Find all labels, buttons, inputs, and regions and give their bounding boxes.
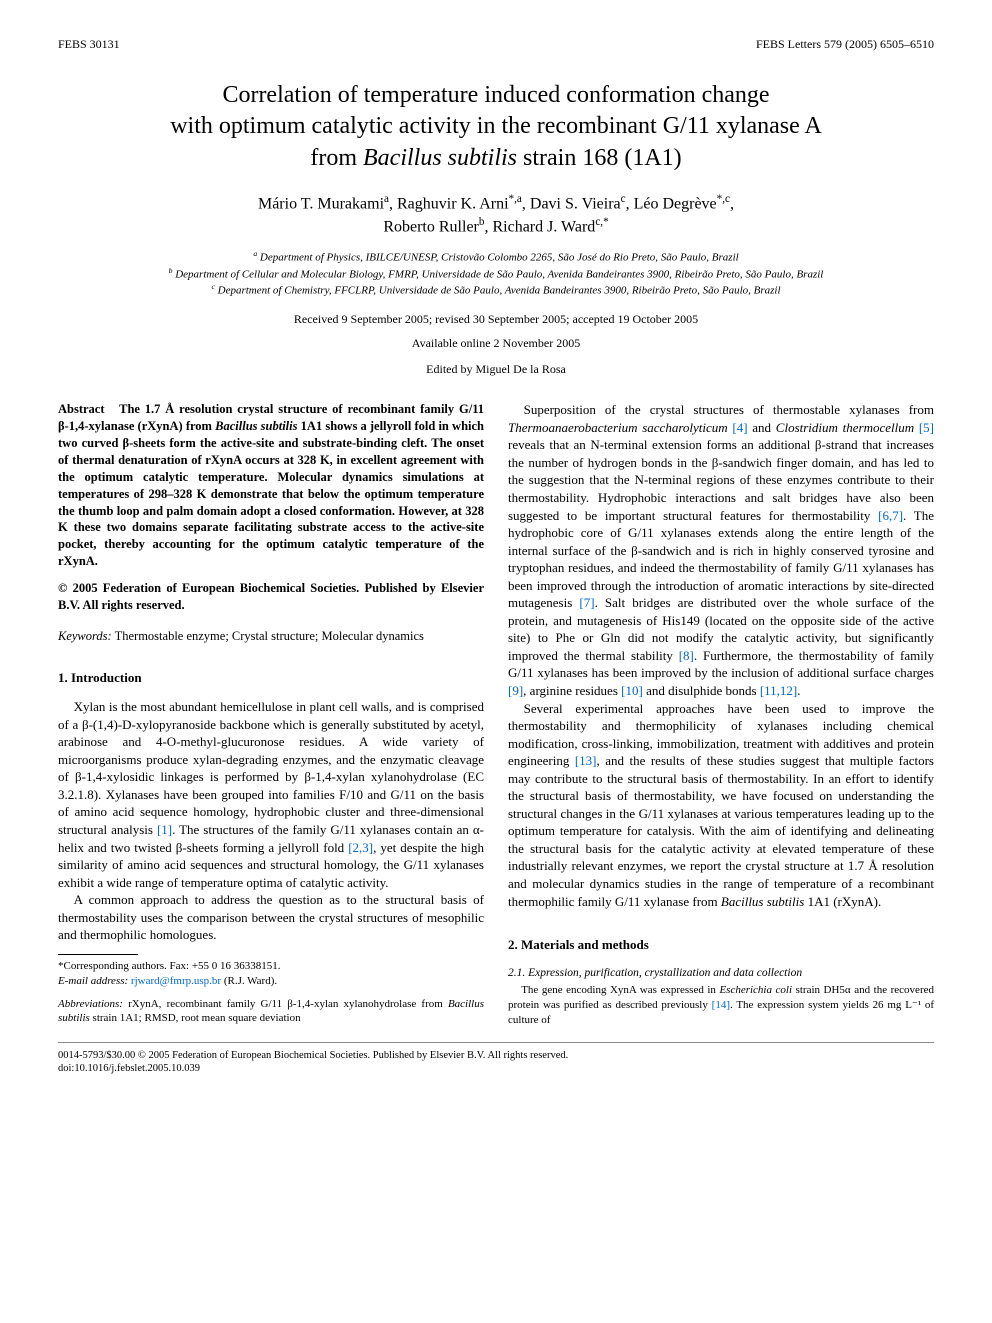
- affiliation-a: Department of Physics, IBILCE/UNESP, Cri…: [260, 252, 739, 264]
- methods-body: The gene encoding XynA was expressed in …: [508, 983, 934, 1028]
- title-line-1: Correlation of temperature induced confo…: [222, 82, 769, 108]
- abstract-body: The 1.7 Å resolution crystal structure o…: [58, 402, 484, 568]
- ref-link[interactable]: [7]: [579, 595, 594, 610]
- affiliation-b: Department of Cellular and Molecular Bio…: [175, 268, 823, 280]
- title-line-3-italic: Bacillus subtilis: [363, 145, 517, 171]
- corresponding-author: *Corresponding authors. Fax: +55 0 16 36…: [58, 959, 484, 974]
- author-3: Davi S. Vieira: [530, 195, 621, 212]
- affiliation-c: Department of Chemistry, FFCLRP, Univers…: [218, 285, 781, 297]
- abstract-label: Abstract: [58, 402, 105, 416]
- section-1-heading: 1. Introduction: [58, 669, 484, 687]
- author-5: Roberto Ruller: [383, 219, 479, 236]
- section-2-heading: 2. Materials and methods: [508, 936, 934, 954]
- ref-link[interactable]: [10]: [621, 683, 643, 698]
- header-left: FEBS 30131: [58, 36, 120, 52]
- section-2-1-heading: 2.1. Expression, purification, crystalli…: [508, 966, 934, 982]
- intro-body-col2: Superposition of the crystal structures …: [508, 401, 934, 910]
- email-link[interactable]: rjward@fmrp.usp.br: [131, 975, 221, 987]
- article-dates: Received 9 September 2005; revised 30 Se…: [58, 311, 934, 327]
- keywords-label: Keywords:: [58, 629, 112, 643]
- ref-link[interactable]: [9]: [508, 683, 523, 698]
- two-column-body: Abstract The 1.7 Å resolution crystal st…: [58, 401, 934, 1027]
- author-1-sup: a: [384, 193, 389, 205]
- footer-doi: doi:10.1016/j.febslet.2005.10.039: [58, 1062, 934, 1076]
- author-2-sup: *,a: [509, 193, 522, 205]
- ref-link[interactable]: [1]: [157, 822, 172, 837]
- footnotes: *Corresponding authors. Fax: +55 0 16 36…: [58, 954, 484, 1026]
- footer: 0014-5793/$30.00 © 2005 Federation of Eu…: [58, 1042, 934, 1076]
- affiliations: a Department of Physics, IBILCE/UNESP, C…: [58, 249, 934, 299]
- header-right: FEBS Letters 579 (2005) 6505–6510: [756, 36, 934, 52]
- author-4: Léo Degrève: [634, 195, 717, 212]
- intro-p2: A common approach to address the questio…: [58, 891, 484, 944]
- ref-link[interactable]: [11,12]: [760, 683, 797, 698]
- intro-p4-text: Several experimental approaches have bee…: [508, 701, 934, 909]
- ref-link[interactable]: [5]: [919, 420, 934, 435]
- footnote-rule: [58, 954, 138, 955]
- author-list: Mário T. Murakamia, Raghuvir K. Arni*,a,…: [58, 192, 934, 239]
- methods-p1: The gene encoding XynA was expressed in …: [508, 983, 934, 1028]
- intro-body: Xylan is the most abundant hemicellulose…: [58, 698, 484, 944]
- email-name: (R.J. Ward).: [224, 975, 277, 987]
- ref-link[interactable]: [14]: [712, 999, 730, 1011]
- abbrev-label: Abbreviations:: [58, 998, 123, 1010]
- title-line-2: with optimum catalytic activity in the r…: [170, 113, 822, 139]
- title-line-3-post: strain 168 (1A1): [517, 145, 682, 171]
- methods-p1-text: The gene encoding XynA was expressed in …: [508, 984, 934, 1026]
- ref-link[interactable]: [8]: [679, 648, 694, 663]
- intro-p1-text: Xylan is the most abundant hemicellulose…: [58, 699, 484, 889]
- author-4-sup: *,c: [717, 193, 730, 205]
- email-line: E-mail address: rjward@fmrp.usp.br (R.J.…: [58, 974, 484, 989]
- ref-link[interactable]: [2,3]: [348, 840, 373, 855]
- ref-link[interactable]: [13]: [575, 753, 597, 768]
- email-label: E-mail address:: [58, 975, 128, 987]
- intro-p4: Several experimental approaches have bee…: [508, 700, 934, 911]
- intro-p3-text: Superposition of the crystal structures …: [508, 402, 934, 698]
- author-5-sup: b: [479, 216, 485, 228]
- author-3-sup: c: [621, 193, 626, 205]
- ref-link[interactable]: [6,7]: [878, 508, 903, 523]
- copyright: © 2005 Federation of European Biochemica…: [58, 580, 484, 614]
- ref-link[interactable]: [4]: [732, 420, 747, 435]
- intro-p2-text: A common approach to address the questio…: [58, 892, 484, 942]
- abbreviations: Abbreviations: rXynA, recombinant family…: [58, 997, 484, 1027]
- intro-p1: Xylan is the most abundant hemicellulose…: [58, 698, 484, 891]
- editor-line: Edited by Miguel De la Rosa: [58, 361, 934, 377]
- keywords: Keywords: Thermostable enzyme; Crystal s…: [58, 628, 484, 645]
- author-1: Mário T. Murakami: [258, 195, 384, 212]
- available-online: Available online 2 November 2005: [58, 335, 934, 351]
- keywords-text: Thermostable enzyme; Crystal structure; …: [115, 629, 424, 643]
- footer-copyright: 0014-5793/$30.00 © 2005 Federation of Eu…: [58, 1049, 934, 1063]
- author-2: Raghuvir K. Arni: [397, 195, 509, 212]
- running-header: FEBS 30131 FEBS Letters 579 (2005) 6505–…: [58, 36, 934, 52]
- intro-p3: Superposition of the crystal structures …: [508, 401, 934, 699]
- article-title: Correlation of temperature induced confo…: [58, 80, 934, 174]
- title-line-3-pre: from: [310, 145, 363, 171]
- author-6-sup: c,*: [595, 216, 608, 228]
- abstract: Abstract The 1.7 Å resolution crystal st…: [58, 401, 484, 570]
- author-6: Richard J. Ward: [492, 219, 595, 236]
